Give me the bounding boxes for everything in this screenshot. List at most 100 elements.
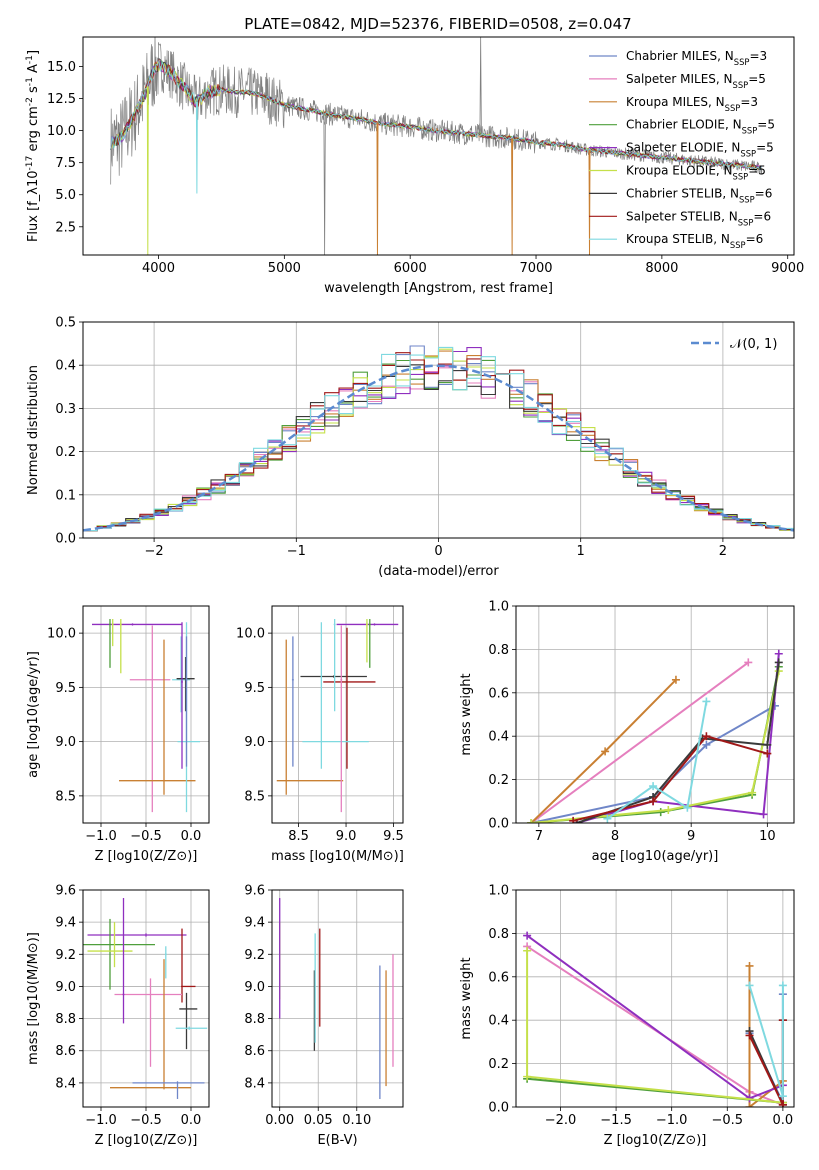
plot-area	[516, 606, 794, 823]
weight-marker	[702, 732, 711, 741]
chart-mass-vs-ebv: 0.00 0.05 0.10 8.4 8.6 8.8 9.0 9.2 9.4 9.6 E(B-V)	[244, 884, 404, 1148]
weight-marker	[523, 1072, 532, 1081]
y-tick-label: 9.4	[244, 916, 265, 931]
weight-line-1	[530, 661, 749, 823]
weight-marker	[774, 658, 783, 667]
weight-marker	[671, 675, 680, 684]
y-tick-label: 8.4	[244, 1076, 265, 1091]
y-tick-label: 0.4	[488, 1014, 509, 1029]
axes-frame	[82, 889, 210, 1108]
spectrum-spike	[479, 37, 482, 136]
y-tick-label: 0.6	[488, 686, 509, 701]
y-tick-label: 15.0	[47, 60, 76, 75]
y-tick-label: 1.0	[488, 884, 509, 899]
x-axis-label: (data-model)/error	[378, 564, 499, 579]
y-tick-label: 9.6	[244, 884, 265, 899]
weight-marker	[523, 931, 532, 940]
plot-area	[272, 890, 403, 1107]
weight-marker	[778, 1100, 787, 1107]
plot-area	[83, 606, 209, 823]
model-dip	[195, 101, 198, 194]
x-tick-label: 8.5	[288, 829, 309, 844]
y-tick-label: 8.6	[55, 1044, 76, 1059]
legend: Chabrier MILES, NSSP=3 Salpeter MILES, NS…	[589, 49, 775, 250]
legend-entry-5: Kroupa ELODIE, NSSP=5	[626, 164, 766, 182]
y-tick-label: 8.5	[244, 789, 265, 804]
weight-marker	[601, 747, 610, 756]
x-tick-label: −2.0	[545, 1113, 577, 1128]
x-tick-label: 7	[535, 829, 543, 844]
y-tick-label: 10.0	[47, 124, 76, 139]
model-dip	[146, 86, 149, 255]
x-tick-label: 9.5	[383, 829, 404, 844]
axes-frame	[271, 889, 404, 1108]
y-tick-label: 9.0	[244, 735, 265, 750]
weight-line-0	[530, 704, 776, 823]
y-axis-label: age [log10(age/yr)]	[26, 651, 41, 778]
plot-area	[516, 890, 794, 1107]
chart-mass-weight-vs-age: 7 8 9 10 0.0 0.2 0.4 0.6 0.8 1.0 age [log10(age/yr…	[459, 600, 795, 864]
axes-frame	[271, 605, 404, 824]
y-tick-label: 9.0	[55, 980, 76, 995]
y-tick-label: 8.4	[55, 1076, 76, 1091]
x-tick-label: 0.05	[304, 1113, 333, 1128]
weight-marker	[702, 697, 711, 706]
model-dip	[511, 138, 514, 255]
weight-marker	[778, 1092, 787, 1101]
axes-frame	[515, 605, 795, 824]
axes-frame	[82, 36, 795, 256]
y-tick-label: 7.5	[55, 156, 76, 171]
y-tick-label: 0.4	[488, 730, 509, 745]
weight-marker	[569, 816, 578, 823]
y-tick-label: 0.4	[55, 359, 76, 374]
weight-line-4	[526, 934, 784, 1100]
y-tick-label: 0.3	[55, 402, 76, 417]
y-tick-label: 0.0	[55, 532, 76, 547]
weight-marker	[778, 981, 787, 990]
weight-marker	[683, 803, 692, 812]
x-tick-label: 1	[577, 544, 585, 559]
weight-marker	[763, 740, 772, 749]
y-tick-label: 8.5	[55, 789, 76, 804]
y-tick-label: 0.2	[488, 773, 509, 788]
histogram-6	[83, 364, 794, 532]
x-tick-label: −1	[287, 544, 306, 559]
histogram-7	[83, 352, 794, 532]
y-tick-label: 0.8	[488, 643, 509, 658]
y-tick-label: 9.6	[55, 884, 76, 899]
x-tick-label: −1.0	[656, 1113, 688, 1128]
x-tick-label: −0.5	[711, 1113, 743, 1128]
weight-marker	[748, 788, 757, 797]
x-axis-label: wavelength [Angstrom, rest frame]	[324, 281, 553, 296]
y-tick-label: 5.0	[55, 188, 76, 203]
x-tick-label: 0.0	[181, 1113, 202, 1128]
x-tick-label: 0.0	[181, 829, 202, 844]
weight-marker	[664, 805, 673, 814]
weight-marker	[527, 819, 536, 823]
x-tick-label: −1.5	[600, 1113, 632, 1128]
x-tick-label: 2	[719, 544, 727, 559]
plot-area	[110, 37, 763, 255]
y-tick-label: 10.0	[47, 627, 76, 642]
legend-entry-gaussian: 𝒩(0, 1)	[730, 337, 777, 352]
weight-line-5	[531, 670, 780, 823]
y-tick-label: 0.6	[488, 970, 509, 985]
x-tick-label: 9.0	[336, 829, 357, 844]
weight-marker	[603, 814, 612, 823]
y-tick-label: 0.0	[488, 817, 509, 832]
weight-line-6	[576, 662, 780, 823]
y-tick-label: 0.0	[488, 1101, 509, 1116]
legend-entry-2: Kroupa MILES, NSSP=3	[626, 95, 758, 113]
y-axis-label: mass [log10(M/M⊙)]	[26, 932, 41, 1065]
weight-marker	[656, 808, 665, 817]
y-tick-label: 12.5	[47, 92, 76, 107]
x-tick-label: 5000	[268, 261, 301, 276]
legend-entry-8: Kroupa STELIB, NSSP=6	[626, 232, 763, 250]
weight-marker	[744, 658, 753, 667]
x-tick-label: 0	[434, 544, 442, 559]
chart-mass-vs-Z: −1.0 −0.5 0.0 8.4 8.6 8.8 9.0 9.2 9.4 9.6 Z [log10…	[26, 884, 210, 1148]
weight-marker	[702, 740, 711, 749]
figure-title: PLATE=0842, MJD=52376, FIBERID=0508, z=0…	[244, 15, 631, 33]
weight-line-2	[748, 966, 784, 1107]
legend-entry-4: Salpeter ELODIE, NSSP=5	[626, 141, 774, 159]
